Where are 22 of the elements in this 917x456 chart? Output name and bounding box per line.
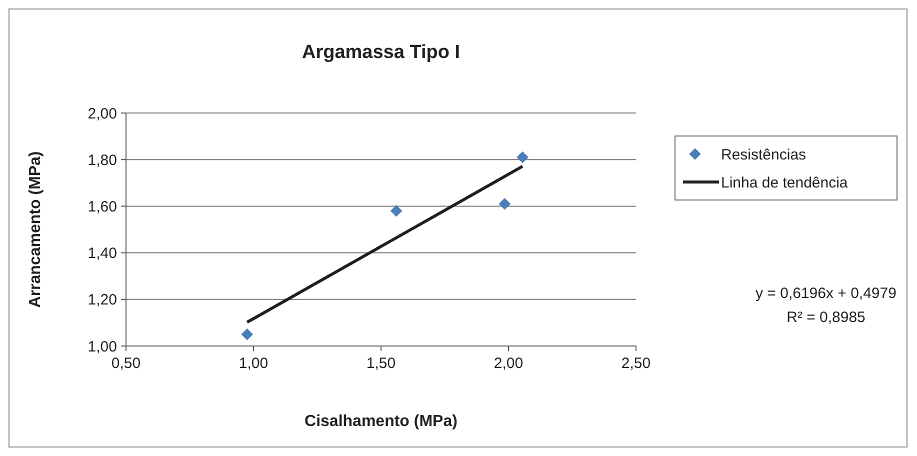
point	[516, 151, 528, 164]
x-tick-label: 1,50	[366, 355, 396, 372]
legend-label: Linha de tendência	[721, 174, 848, 192]
x-tick-label: 2,50	[621, 355, 651, 372]
text: y = 0,6196x + 0,4979	[756, 285, 896, 302]
y-tick-label: 2,00	[88, 105, 117, 122]
chart-title: Argamassa Tipo I	[302, 42, 460, 63]
x-tick-label: 0,50	[111, 355, 141, 372]
y-tick-label: 1,20	[88, 292, 117, 309]
point	[498, 198, 511, 210]
y-tick-label: 1,60	[88, 198, 117, 216]
point	[241, 328, 254, 340]
x-axis-title: Cisalhamento (MPa)	[304, 413, 458, 430]
x-tick-label: 2,00	[494, 355, 524, 372]
y-tick-label: 1,40	[88, 245, 117, 262]
y-axis-title: Arrancamento (MPa)	[27, 151, 44, 308]
y-tick-label: 1,00	[88, 338, 117, 356]
text: R² = 0,8985	[786, 309, 866, 326]
x-tick-label: 1,00	[238, 355, 268, 372]
point	[390, 204, 402, 217]
legend-label: Resistências	[721, 146, 806, 164]
y-tick-label: 1,80	[88, 152, 117, 169]
